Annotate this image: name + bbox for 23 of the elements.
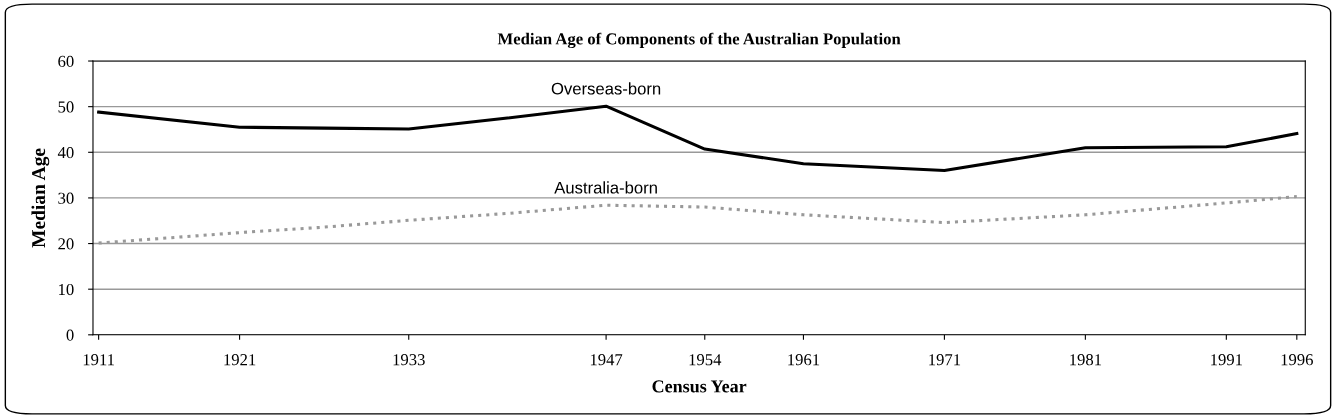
- y-axis-title: Median Age: [31, 148, 50, 248]
- x-tick-label: 1947: [590, 354, 623, 366]
- series-label: Overseas-born: [551, 82, 661, 95]
- x-tick-label: 1961: [788, 354, 820, 366]
- line-series: [97, 104, 1299, 173]
- x-axis-title: Census Year: [652, 380, 747, 393]
- y-tick-label: 30: [58, 192, 74, 204]
- y-tick-label: 60: [58, 55, 74, 67]
- x-tick-label: 1971: [929, 354, 961, 366]
- y-tick-label: 20: [58, 238, 74, 250]
- y-tick-label: 10: [59, 283, 74, 296]
- series-label: Australia-born: [554, 181, 657, 194]
- x-tick-label: 1911: [83, 354, 114, 366]
- x-tick-label: 1921: [224, 354, 256, 366]
- x-tick-label: 1933: [393, 354, 425, 366]
- x-tick-label: 1954: [689, 354, 722, 366]
- chart-title: Median Age of Components of the Australian Population: [497, 32, 901, 49]
- x-tick-label: 1991: [1211, 354, 1242, 366]
- y-tick-label: 50: [58, 101, 74, 113]
- x-tick-label: 1996: [1281, 354, 1313, 366]
- y-tick-label: 0: [66, 329, 74, 341]
- x-tick-label: 1981: [1070, 354, 1102, 366]
- y-tick-label: 40: [57, 146, 74, 159]
